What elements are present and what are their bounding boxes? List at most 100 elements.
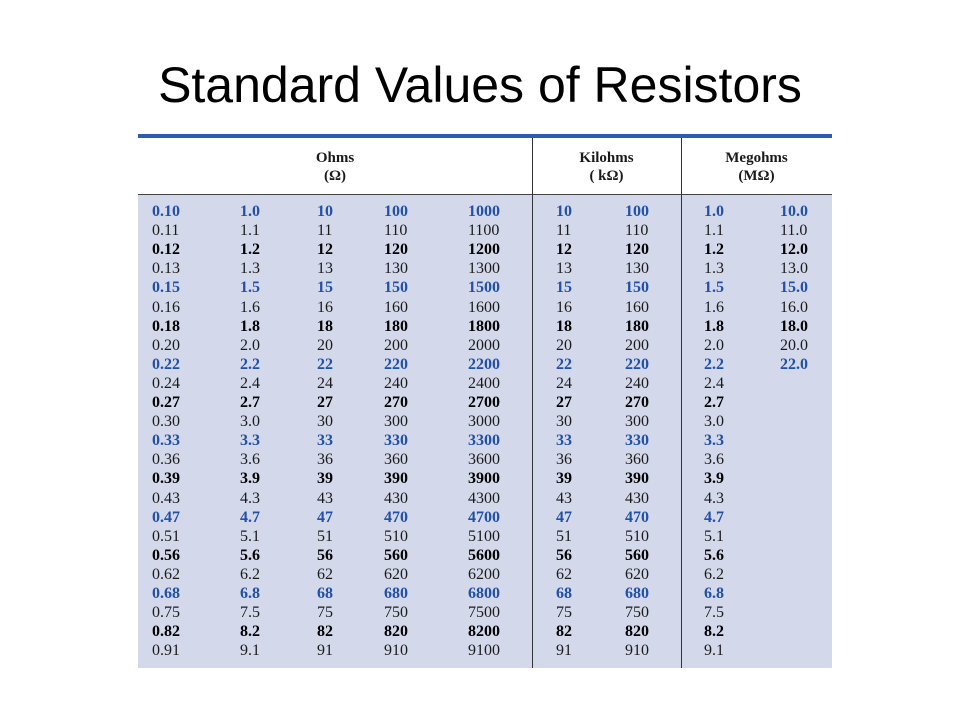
table-cell-ohms-b: 3.0	[240, 413, 260, 431]
header-megohms: Megohms (MΩ)	[681, 149, 832, 185]
table-cell-ohms-c: 43	[317, 489, 333, 507]
table-cell-ohms-c: 22	[317, 355, 333, 373]
table-cell-kilohms-a: 13	[556, 260, 572, 278]
table-cell-ohms-e: 7500	[468, 604, 500, 622]
table-cell-ohms-a: 0.56	[152, 546, 180, 564]
table-cell-megohms-a: 1.0	[704, 203, 724, 220]
table-cell-kilohms-a: 11	[556, 222, 572, 240]
table-cell-ohms-a: 0.75	[152, 604, 180, 622]
header-kilohms: Kilohms ( kΩ)	[532, 149, 681, 185]
table-cell-kilohms-b: 110	[625, 222, 649, 240]
table-cell-megohms-a: 3.6	[704, 451, 724, 469]
table-cell-megohms-a: 3.3	[704, 432, 724, 450]
table-cell-megohms-b: 22.0	[780, 355, 808, 373]
table-cell-kilohms-a: 10	[556, 203, 572, 220]
table-cell-megohms-a: 6.2	[704, 565, 724, 583]
table-cell-ohms-a: 0.10	[152, 203, 180, 220]
table-cell-kilohms-b: 120	[625, 241, 649, 259]
table-cell-ohms-a: 0.51	[152, 527, 180, 545]
table-cell-kilohms-a: 22	[556, 355, 572, 373]
table-top-rule	[138, 134, 832, 138]
header-divider	[138, 194, 832, 195]
table-cell-ohms-b: 1.8	[240, 317, 260, 335]
table-cell-ohms-d: 100	[384, 203, 408, 220]
table-cell-kilohms-b: 560	[625, 546, 649, 564]
table-cell-kilohms-b: 820	[625, 623, 649, 641]
table-cell-ohms-d: 120	[384, 241, 408, 259]
table-cell-ohms-a: 0.13	[152, 260, 180, 278]
table-cell-ohms-d: 330	[384, 432, 408, 450]
table-cell-ohms-c: 82	[317, 623, 333, 641]
table-cell-ohms-e: 2000	[468, 336, 500, 354]
table-cell-ohms-e: 1300	[468, 260, 500, 278]
table-cell-kilohms-b: 130	[625, 260, 649, 278]
table-cell-kilohms-b: 620	[625, 565, 649, 583]
table-cell-kilohms-b: 470	[625, 508, 649, 526]
table-cell-ohms-c: 10	[317, 203, 333, 220]
table-cell-kilohms-a: 20	[556, 336, 572, 354]
table-cell-megohms-a: 5.6	[704, 546, 724, 564]
table-cell-ohms-b: 2.7	[240, 394, 260, 411]
table-cell-kilohms-b: 680	[625, 585, 649, 602]
table-cell-ohms-d: 390	[384, 470, 408, 488]
table-cell-kilohms-a: 91	[556, 642, 572, 660]
table-cell-ohms-b: 1.3	[240, 260, 260, 278]
table-cell-megohms-a: 1.2	[704, 241, 724, 259]
table-cell-ohms-a: 0.68	[152, 585, 180, 602]
table-cell-ohms-e: 1500	[468, 279, 500, 297]
table-cell-ohms-b: 1.0	[240, 203, 260, 220]
table-cell-ohms-a: 0.11	[152, 222, 180, 240]
table-cell-ohms-c: 36	[317, 451, 333, 469]
table-cell-ohms-d: 470	[384, 508, 408, 526]
table-cell-ohms-b: 5.6	[240, 546, 260, 564]
table-cell-megohms-b: 16.0	[780, 298, 808, 316]
table-cell-ohms-c: 68	[317, 585, 333, 602]
header-ohms: Ohms (Ω)	[138, 149, 532, 185]
table-cell-kilohms-a: 18	[556, 317, 572, 335]
table-cell-kilohms-a: 47	[556, 508, 572, 526]
table-cell-ohms-d: 240	[384, 374, 408, 392]
table-cell-ohms-d: 200	[384, 336, 408, 354]
table-cell-kilohms-b: 180	[625, 317, 649, 335]
header-megohms-label: Megohms	[725, 150, 788, 166]
table-cell-kilohms-b: 430	[625, 489, 649, 507]
table-cell-megohms-a: 5.1	[704, 527, 724, 545]
table-cell-ohms-e: 5100	[468, 527, 500, 545]
table-cell-megohms-a: 1.5	[704, 279, 724, 297]
table-cell-ohms-a: 0.36	[152, 451, 180, 469]
table-cell-ohms-d: 620	[384, 565, 408, 583]
table-cell-ohms-c: 20	[317, 336, 333, 354]
table-cell-kilohms-a: 36	[556, 451, 572, 469]
table-cell-ohms-a: 0.16	[152, 298, 180, 316]
table-cell-kilohms-b: 360	[625, 451, 649, 469]
table-cell-ohms-a: 0.15	[152, 279, 180, 297]
table-cell-kilohms-a: 16	[556, 298, 572, 316]
table-cell-megohms-a: 1.6	[704, 298, 724, 316]
table-cell-megohms-b: 11.0	[780, 222, 808, 240]
table-cell-megohms-b: 13.0	[780, 260, 808, 278]
table-cell-ohms-d: 750	[384, 604, 408, 622]
table-cell-kilohms-a: 51	[556, 527, 572, 545]
table-cell-megohms-a: 9.1	[704, 642, 724, 660]
table-cell-ohms-d: 300	[384, 413, 408, 431]
table-cell-ohms-c: 15	[317, 279, 333, 297]
table-cell-megohms-a: 2.2	[704, 355, 724, 373]
table-cell-ohms-c: 75	[317, 604, 333, 622]
table-cell-kilohms-a: 75	[556, 604, 572, 622]
table-cell-ohms-d: 680	[384, 585, 408, 602]
table-cell-ohms-e: 2200	[468, 355, 500, 373]
table-cell-megohms-a: 3.9	[704, 470, 724, 488]
header-kilohms-label: Kilohms	[579, 150, 634, 166]
table-cell-ohms-b: 6.8	[240, 585, 260, 602]
table-cell-ohms-a: 0.27	[152, 394, 180, 411]
table-cell-ohms-e: 4700	[468, 508, 500, 526]
table-cell-ohms-b: 1.6	[240, 298, 260, 316]
table-cell-megohms-a: 3.0	[704, 413, 724, 431]
table-cell-ohms-a: 0.20	[152, 336, 180, 354]
table-cell-megohms-a: 7.5	[704, 604, 724, 622]
table-cell-megohms-a: 6.8	[704, 585, 724, 602]
header-kilohms-unit: ( kΩ)	[589, 168, 624, 184]
table-cell-kilohms-b: 240	[625, 374, 649, 392]
resistor-values-table-image: Ohms (Ω) Kilohms ( kΩ) Megohms (MΩ) 0.10…	[128, 134, 834, 680]
table-cell-kilohms-b: 390	[625, 470, 649, 488]
